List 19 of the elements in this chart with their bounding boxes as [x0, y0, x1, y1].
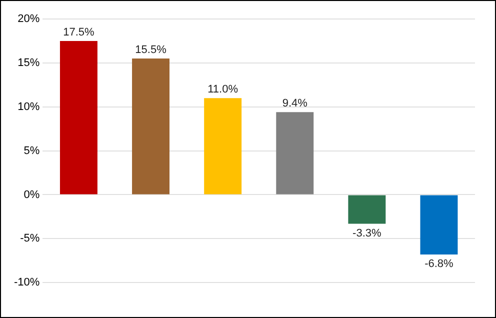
y-tick-label: -5% [20, 232, 40, 245]
bar [204, 98, 242, 194]
y-tick-label: 10% [18, 100, 40, 113]
data-label: -3.3% [352, 227, 382, 240]
data-label: 15.5% [135, 44, 167, 56]
data-label: -6.8% [424, 258, 454, 270]
y-tick-label: 0% [24, 188, 40, 201]
bar [60, 40, 98, 194]
data-label: 17.5% [63, 26, 95, 38]
bar [348, 195, 386, 224]
bar [420, 195, 458, 254]
y-tick-label: 15% [18, 56, 40, 69]
y-tick-label: 5% [24, 144, 40, 157]
bar [276, 112, 314, 194]
y-tick-label: 20% [18, 13, 40, 26]
data-label: 9.4% [282, 98, 308, 110]
data-label: 11.0% [208, 84, 238, 96]
y-tick-label: -10% [14, 276, 40, 289]
bar [132, 58, 170, 194]
